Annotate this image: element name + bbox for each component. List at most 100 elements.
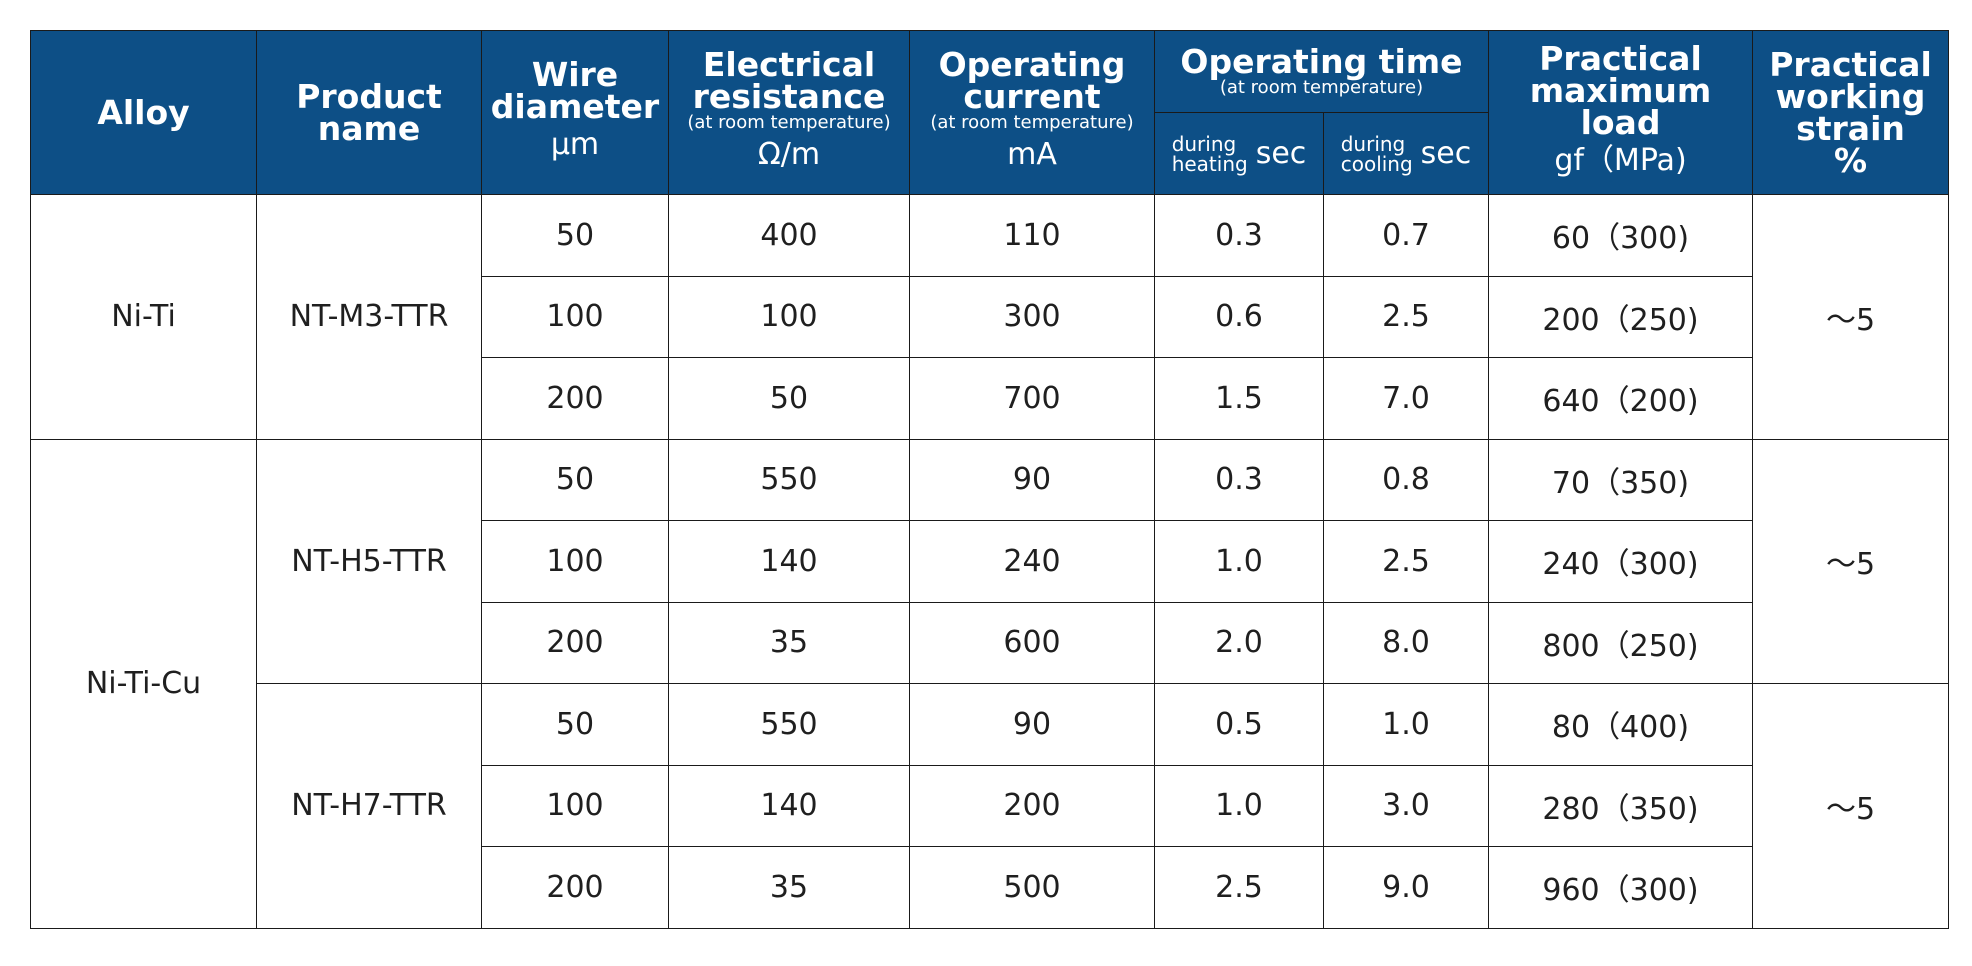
table-row: NT-H7-TTR 50 550 90 0.5 1.0 80（400) ～5 — [31, 683, 1949, 929]
header-load-unit: gf（MPa) — [1554, 142, 1687, 178]
max-load-cell: 80（400) — [1488, 683, 1753, 766]
max-load-cell: 280（350) — [1488, 764, 1753, 847]
diameter-cell: 200 — [481, 846, 669, 929]
header-current-line2: current — [963, 76, 1101, 116]
product-name-cell: NT-H5-TTR — [256, 438, 482, 684]
current-cell: 110 — [909, 194, 1155, 277]
max-load-cell: 60（300) — [1488, 194, 1753, 277]
table-row: 200 35 600 2.0 8.0 800（250) — [31, 601, 1949, 684]
cooling-time-cell: 1.0 — [1323, 683, 1489, 766]
resistance-cell: 100 — [668, 275, 910, 358]
table-row: 100 140 200 1.0 3.0 280（350) — [31, 764, 1949, 847]
header-current-line1: Operating — [938, 44, 1126, 84]
header-product-name: Product name — [256, 30, 482, 195]
current-cell: 300 — [909, 275, 1155, 358]
cooling-time-cell: 0.8 — [1323, 438, 1489, 521]
cooling-time-cell: 9.0 — [1323, 846, 1489, 929]
table-row: 200 50 700 1.5 7.0 640（200) — [31, 357, 1949, 440]
header-time-title: Operating time — [1180, 41, 1463, 81]
alloy-cell: Ni-Ti — [30, 194, 257, 440]
heating-time-cell: 1.0 — [1154, 764, 1324, 847]
resistance-cell: 35 — [668, 601, 910, 684]
max-load-cell: 640（200) — [1488, 357, 1753, 440]
diameter-cell: 50 — [481, 194, 669, 277]
current-cell: 240 — [909, 520, 1155, 603]
resistance-cell: 400 — [668, 194, 910, 277]
header-operating-time: Operating time (at room temperature) — [1154, 30, 1489, 113]
header-current-unit: mA — [1007, 136, 1057, 172]
header-wire-diameter: Wire diameter μm — [481, 30, 669, 195]
diameter-cell: 200 — [481, 601, 669, 684]
table-row: Ni-Ti-Cu NT-H5-TTR 50 550 90 0.3 0.8 70（… — [30, 438, 1949, 929]
header-electrical-resistance: Electrical resistance (at room temperatu… — [668, 30, 910, 195]
working-strain-cell: ～5 — [1752, 194, 1949, 440]
header-heating-line2: heating — [1171, 151, 1248, 176]
current-cell: 200 — [909, 764, 1155, 847]
header-product-line2: name — [317, 108, 421, 148]
diameter-cell: 50 — [481, 438, 669, 521]
diameter-cell: 100 — [481, 520, 669, 603]
heating-time-cell: 0.6 — [1154, 275, 1324, 358]
resistance-cell: 50 — [668, 357, 910, 440]
resistance-cell: 550 — [668, 438, 910, 521]
header-product-line1: Product — [296, 76, 442, 116]
header-wire-unit: μm — [550, 126, 600, 162]
header-load-line2: maximum load — [1529, 70, 1712, 142]
spec-table-container: Alloy Product name Wire diameter μm Elec… — [30, 30, 1949, 929]
heating-time-cell: 0.5 — [1154, 683, 1324, 766]
cooling-time-cell: 7.0 — [1323, 357, 1489, 440]
header-during-heating: during heating sec — [1154, 112, 1324, 195]
header-load-line1: Practical — [1539, 38, 1702, 78]
diameter-cell: 100 — [481, 275, 669, 358]
wire-spec-table: Alloy Product name Wire diameter μm Elec… — [30, 30, 1949, 929]
max-load-cell: 70（350) — [1488, 438, 1753, 521]
heating-time-cell: 0.3 — [1154, 438, 1324, 521]
max-load-cell: 800（250) — [1488, 601, 1753, 684]
heating-time-cell: 1.0 — [1154, 520, 1324, 603]
heating-time-cell: 1.5 — [1154, 357, 1324, 440]
resistance-cell: 140 — [668, 520, 910, 603]
header-cooling-line2: cooling — [1340, 151, 1413, 176]
cooling-time-cell: 3.0 — [1323, 764, 1489, 847]
table-row: Ni-Ti NT-M3-TTR 50 400 110 0.3 0.7 60（30… — [30, 194, 1949, 440]
working-strain-cell: ～5 — [1752, 438, 1949, 684]
header-resistance-line2: resistance — [692, 76, 886, 116]
header-cooling-line1: during — [1340, 131, 1406, 156]
cooling-time-cell: 0.7 — [1323, 194, 1489, 277]
table-row: 200 35 500 2.5 9.0 960（300) — [31, 846, 1949, 929]
table-row: 100 140 240 1.0 2.5 240（300) — [31, 520, 1949, 603]
header-alloy: Alloy — [30, 30, 257, 195]
header-wire-line1: Wire — [531, 54, 619, 94]
header-resistance-note: (at room temperature) — [687, 111, 891, 133]
header-strain-unit: % — [1833, 140, 1868, 180]
header-alloy-label: Alloy — [97, 92, 190, 132]
working-strain-cell: ～5 — [1752, 683, 1949, 929]
current-cell: 700 — [909, 357, 1155, 440]
diameter-cell: 100 — [481, 764, 669, 847]
product-name-cell: NT-H7-TTR — [256, 683, 482, 929]
current-cell: 90 — [909, 438, 1155, 521]
header-practical-working-strain: Practical working strain % — [1752, 30, 1949, 195]
header-during-cooling: during cooling sec — [1323, 112, 1489, 195]
alloy-cell: Ni-Ti-Cu — [30, 438, 257, 929]
cooling-time-cell: 2.5 — [1323, 275, 1489, 358]
diameter-cell: 50 — [481, 683, 669, 766]
heating-time-cell: 2.0 — [1154, 601, 1324, 684]
max-load-cell: 960（300) — [1488, 846, 1753, 929]
header-strain-line3: strain — [1796, 108, 1905, 148]
header-strain-line1: Practical — [1769, 44, 1932, 84]
heating-time-cell: 2.5 — [1154, 846, 1324, 929]
header-heating-line1: during — [1171, 131, 1237, 156]
heating-time-cell: 0.3 — [1154, 194, 1324, 277]
header-resistance-unit: Ω/m — [757, 136, 821, 172]
header-resistance-line1: Electrical — [702, 44, 876, 84]
header-wire-line2: diameter — [490, 86, 660, 126]
cooling-time-cell: 8.0 — [1323, 601, 1489, 684]
max-load-cell: 200（250) — [1488, 275, 1753, 358]
resistance-cell: 550 — [668, 683, 910, 766]
header-strain-line2: working — [1775, 76, 1926, 116]
current-cell: 90 — [909, 683, 1155, 766]
header-operating-current: Operating current (at room temperature) … — [909, 30, 1155, 195]
header-current-note: (at room temperature) — [930, 111, 1134, 133]
header-practical-max-load: Practical maximum load gf（MPa) — [1488, 30, 1753, 195]
